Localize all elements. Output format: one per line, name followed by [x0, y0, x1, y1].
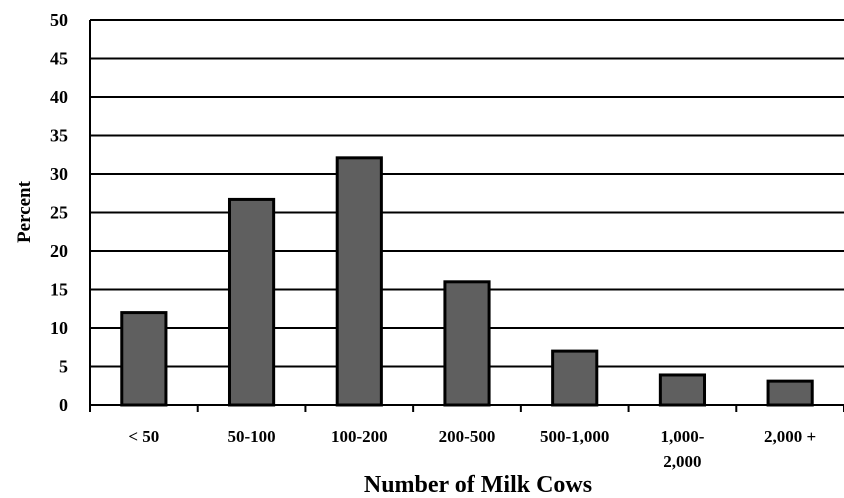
bar — [658, 373, 707, 407]
y-tick-label: 45 — [50, 49, 68, 69]
x-category-labels: < 50 50-100 100-200 200-500 500-1,000 1,000-2… — [128, 427, 816, 471]
y-tick-label: 30 — [50, 164, 68, 184]
y-tick-label: 50 — [50, 10, 68, 30]
y-axis-title: Percent — [14, 180, 35, 243]
bar — [335, 156, 383, 407]
bars — [120, 156, 814, 407]
bar — [766, 379, 814, 407]
x-category-label: 100-200 — [331, 427, 388, 446]
x-category-label: 50-100 — [227, 427, 275, 446]
y-tick-label: 40 — [50, 87, 68, 107]
x-category-label: 500-1,000 — [540, 427, 609, 446]
y-tick-label: 0 — [59, 395, 68, 415]
y-tick-label: 25 — [50, 203, 68, 223]
axes — [89, 20, 844, 406]
y-tick-label: 5 — [59, 357, 68, 377]
y-tick-label: 35 — [50, 126, 68, 146]
x-tick-marks — [89, 405, 844, 412]
x-category-label: 1,000-2,000 — [660, 427, 704, 471]
bar — [120, 311, 168, 407]
x-category-label: 2,000 + — [764, 427, 816, 446]
gridlines — [90, 19, 844, 368]
x-axis-title: Number of Milk Cows — [364, 472, 592, 498]
y-tick-label: 15 — [50, 280, 68, 300]
bar — [227, 197, 276, 407]
y-tick-label: 20 — [50, 241, 68, 261]
bar — [551, 349, 599, 407]
bar — [443, 280, 491, 407]
y-tick-labels: 0 5 10 15 20 25 30 35 40 45 50 — [50, 10, 68, 415]
x-category-label: 200-500 — [439, 427, 496, 446]
y-tick-label: 10 — [50, 318, 68, 338]
x-category-label: < 50 — [128, 427, 159, 446]
